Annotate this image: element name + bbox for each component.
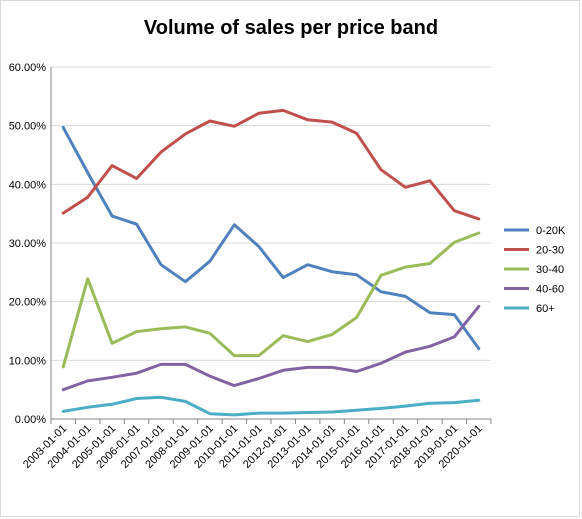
y-tick-label: 60.00% xyxy=(9,62,47,74)
series-line-0-20K xyxy=(61,125,481,351)
legend-label: 40-60 xyxy=(536,284,564,296)
y-tick-label: 50.00% xyxy=(9,121,47,133)
legend-label: 60+ xyxy=(536,303,555,315)
y-tick-label: 10.00% xyxy=(9,355,47,367)
legend-label: 0-20K xyxy=(536,225,566,237)
y-tick-label: 0.00% xyxy=(15,414,46,426)
series-line-60+ xyxy=(61,395,481,417)
legend-label: 20-30 xyxy=(536,245,564,257)
series-line-40-60 xyxy=(61,304,481,392)
y-tick-label: 30.00% xyxy=(9,238,47,250)
y-tick-label: 20.00% xyxy=(9,297,47,309)
gridlines xyxy=(51,66,491,361)
chart-title: Volume of sales per price band xyxy=(144,17,438,39)
legend: 0-20K 20-30 30-40 40-60 60+ xyxy=(504,225,566,315)
series-lines xyxy=(61,108,481,417)
series-line-20-30 xyxy=(61,108,481,221)
y-tick-label: 40.00% xyxy=(9,179,47,191)
series-line-30-40 xyxy=(61,231,481,369)
legend-label: 30-40 xyxy=(536,264,564,276)
